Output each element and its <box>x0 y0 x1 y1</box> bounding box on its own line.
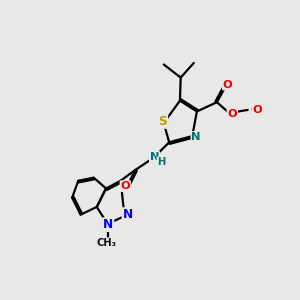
Text: O: O <box>223 80 232 89</box>
Text: N: N <box>191 132 201 142</box>
Text: O: O <box>120 181 130 191</box>
Text: O: O <box>252 105 262 115</box>
Text: O: O <box>227 109 237 119</box>
Text: N: N <box>122 208 133 221</box>
Text: S: S <box>159 115 167 128</box>
Text: CH₃: CH₃ <box>96 238 116 248</box>
Text: N: N <box>150 152 159 162</box>
Text: H: H <box>157 157 166 167</box>
Text: N: N <box>103 218 113 231</box>
Text: O: O <box>250 105 260 115</box>
